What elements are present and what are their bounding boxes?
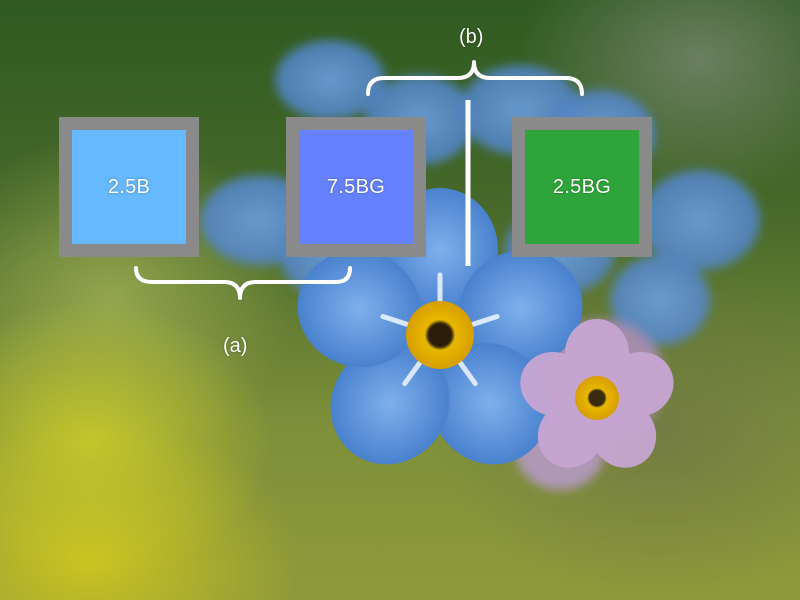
- swatch-fill: 2.5B: [72, 130, 186, 244]
- swatch-7-5bg: 7.5BG: [286, 117, 426, 257]
- swatch-label: 7.5BG: [326, 175, 386, 198]
- bracket-b: [366, 60, 584, 96]
- swatch-2-5bg: 2.5BG: [512, 117, 652, 257]
- swatch-2-5b: 2.5B: [59, 117, 199, 257]
- annotation-a: (a): [223, 335, 248, 357]
- small-flower: [520, 319, 674, 468]
- bracket-a: [134, 266, 352, 300]
- swatch-fill: 2.5BG: [525, 130, 639, 244]
- swatch-fill: 7.5BG: [299, 130, 413, 244]
- swatch-label: 2.5BG: [552, 175, 612, 198]
- annotation-b: (b): [459, 26, 484, 48]
- swatch-label: 2.5B: [107, 175, 151, 198]
